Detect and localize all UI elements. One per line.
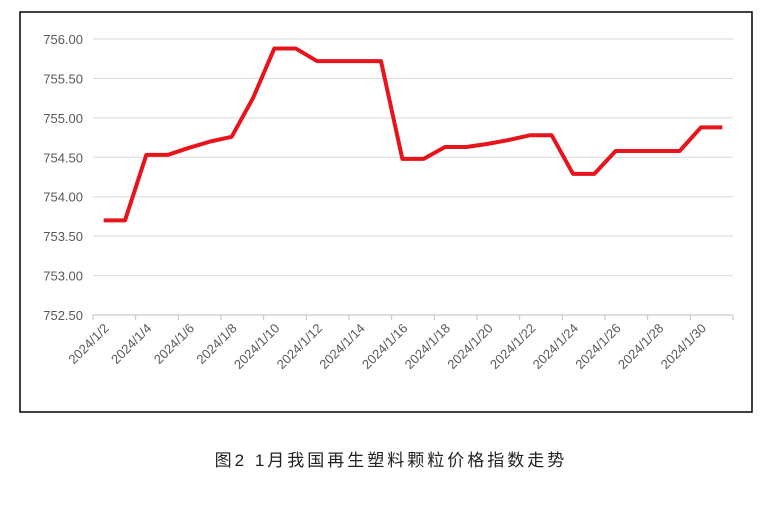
y-tick-label: 752.50 (43, 308, 83, 323)
y-tick-label: 753.50 (43, 229, 83, 244)
y-tick-label: 756.00 (43, 32, 83, 47)
y-tick-label: 755.50 (43, 71, 83, 86)
y-tick-label: 754.00 (43, 190, 83, 205)
y-tick-label: 755.00 (43, 111, 83, 126)
line (103, 46, 723, 223)
y-tick-label: 754.50 (43, 150, 83, 165)
caption: 图2 1月我国再生塑料颗粒价格指数走势 (215, 451, 568, 470)
y-tick-label: 753.00 (43, 269, 83, 284)
